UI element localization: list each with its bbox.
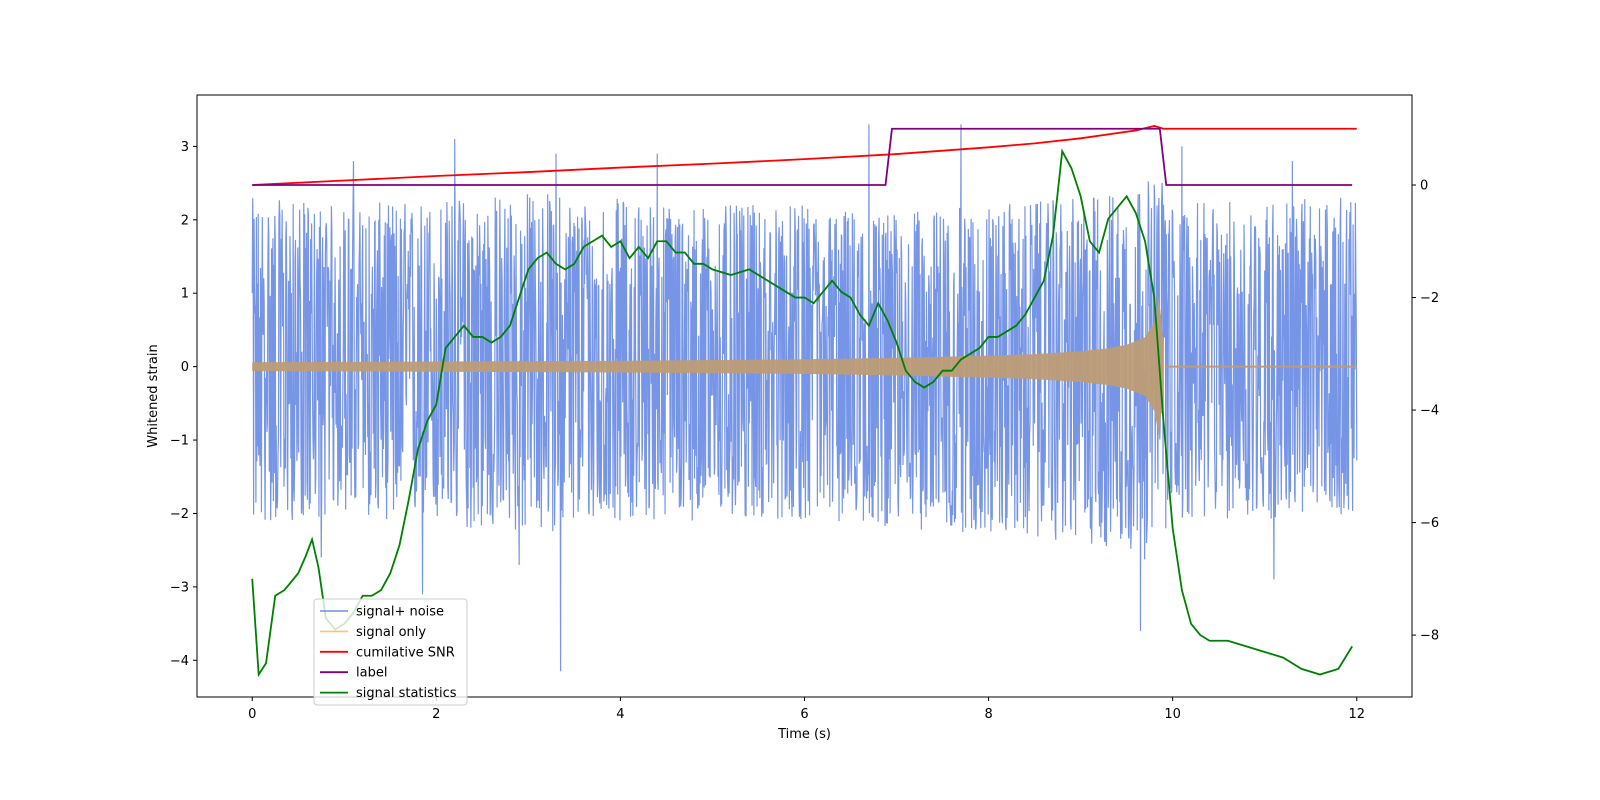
y-tick-label: 0: [181, 360, 189, 375]
series-label: [252, 127, 1353, 186]
x-tick-label: 12: [1348, 707, 1365, 722]
legend: signal+ noise signal only cumilative SNR la…: [313, 598, 468, 706]
legend-label: signal only: [356, 625, 426, 640]
y2-tick-label: −4: [1420, 404, 1439, 419]
x-tick-label: 2: [432, 707, 440, 722]
legend-item: signal statistics: [320, 686, 457, 701]
legend-label: cumilative SNR: [356, 645, 455, 660]
legend-item: cumilative SNR: [320, 645, 455, 660]
y2-tick-label: 0: [1420, 179, 1428, 194]
y2-tick-label: −2: [1420, 291, 1439, 306]
series-signal-noise: [251, 124, 1358, 672]
legend-label: signal+ noise: [356, 605, 444, 620]
x-tick-label: 6: [800, 707, 808, 722]
x-axis-label: Time (s): [777, 727, 831, 742]
y2-tick-label: −6: [1420, 516, 1439, 531]
x-tick-label: 0: [248, 707, 256, 722]
x-tick-label: 10: [1164, 707, 1181, 722]
y-tick-label: 1: [181, 287, 189, 302]
y-tick-label: 3: [181, 140, 189, 155]
legend-item: signal+ noise: [320, 605, 444, 620]
legend-box: [313, 598, 468, 706]
y2-tick-label: −8: [1420, 629, 1439, 644]
y-tick-label: −3: [170, 580, 189, 595]
plot-area: [251, 124, 1358, 678]
y-tick-label: −1: [170, 434, 189, 449]
legend-item: label: [320, 666, 387, 681]
y-axis-label: Whitened strain: [146, 344, 161, 447]
legend-label: label: [356, 666, 387, 681]
x-tick-label: 8: [984, 707, 992, 722]
y-tick-label: −2: [170, 507, 189, 522]
legend-label: signal statistics: [356, 686, 457, 701]
y-tick-label: 2: [181, 213, 189, 228]
legend-item: signal only: [320, 625, 426, 640]
x-tick-label: 4: [616, 707, 624, 722]
series-signal-statistics: [251, 148, 1353, 678]
y-tick-label: −4: [170, 654, 189, 669]
series-signal-only: [252, 297, 1164, 436]
